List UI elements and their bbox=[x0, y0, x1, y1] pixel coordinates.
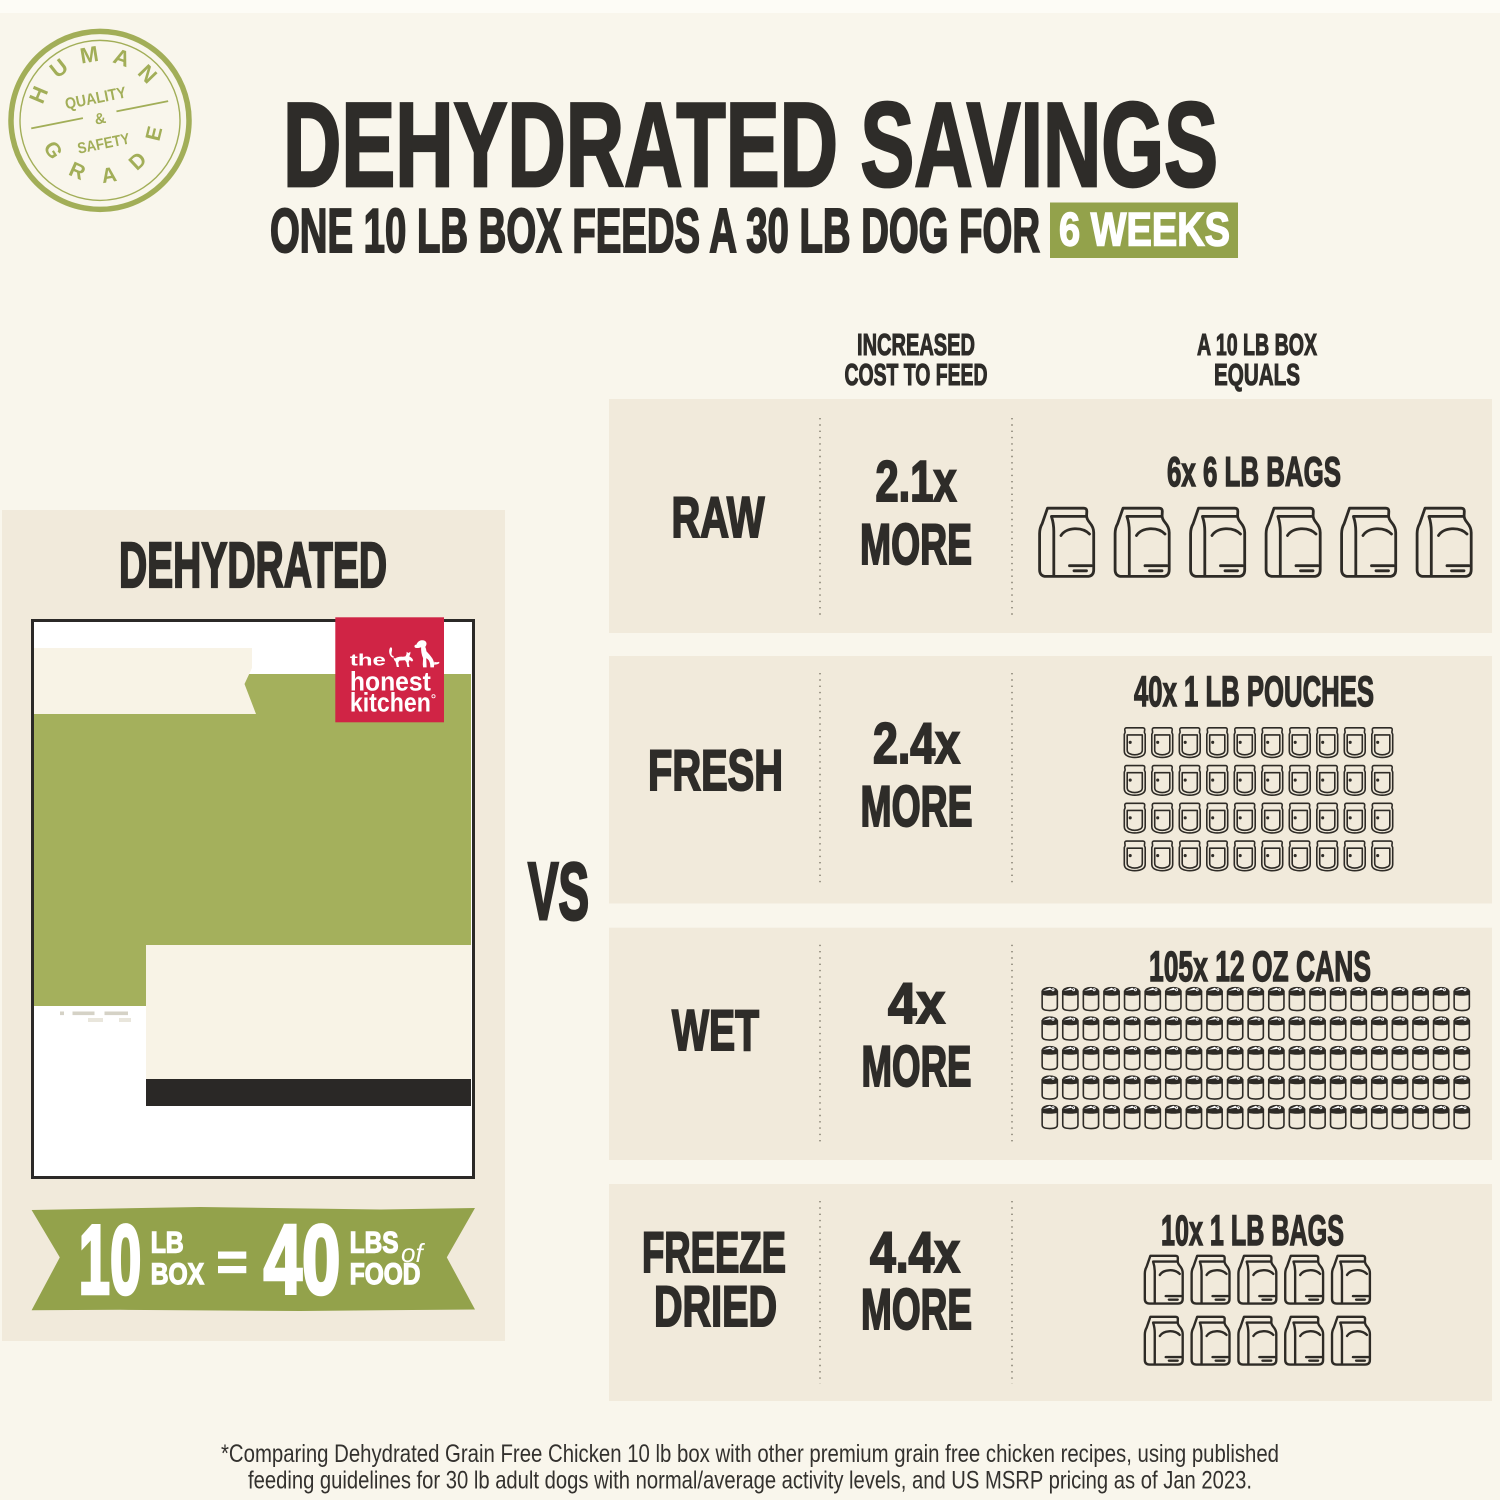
svg-text:FREEZE: FREEZE bbox=[642, 1221, 786, 1285]
svg-text:4.4x: 4.4x bbox=[870, 1221, 960, 1285]
svg-text:MORE: MORE bbox=[860, 513, 972, 577]
svg-text:40x 1 LB POUCHES: 40x 1 LB POUCHES bbox=[1134, 668, 1374, 716]
svg-text:WET: WET bbox=[672, 999, 759, 1063]
svg-text:E: E bbox=[142, 124, 168, 143]
svg-text:10x 1 LB BAGS: 10x 1 LB BAGS bbox=[1161, 1207, 1344, 1255]
svg-text:6 WEEKS: 6 WEEKS bbox=[1059, 204, 1230, 257]
svg-text:MORE: MORE bbox=[861, 1278, 972, 1342]
svg-text:MORE: MORE bbox=[861, 775, 973, 839]
svg-text:BOX: BOX bbox=[151, 1258, 204, 1291]
svg-text:EQUALS: EQUALS bbox=[1214, 358, 1300, 392]
svg-text:LBS: LBS bbox=[350, 1227, 399, 1260]
svg-text:feeding guidelines for 30 lb a: feeding guidelines for 30 lb adult dogs … bbox=[248, 1467, 1252, 1495]
svg-text:DEHYDRATED SAVINGS: DEHYDRATED SAVINGS bbox=[283, 78, 1218, 212]
svg-text:M: M bbox=[78, 41, 100, 69]
svg-text:2.1x: 2.1x bbox=[876, 450, 957, 514]
svg-text:of: of bbox=[401, 1238, 425, 1268]
svg-text:A 10 LB BOX: A 10 LB BOX bbox=[1197, 328, 1317, 362]
svg-text:MORE: MORE bbox=[862, 1035, 972, 1099]
svg-text:*Comparing Dehydrated Grain Fr: *Comparing Dehydrated Grain Free Chicken… bbox=[221, 1440, 1279, 1468]
svg-text:2.4x: 2.4x bbox=[873, 712, 960, 776]
svg-text:10: 10 bbox=[79, 1204, 142, 1314]
svg-text:RAW: RAW bbox=[672, 486, 765, 550]
svg-text:COST TO FEED: COST TO FEED bbox=[845, 358, 988, 392]
svg-text:FOOD: FOOD bbox=[350, 1258, 421, 1291]
svg-text:LB: LB bbox=[151, 1227, 184, 1260]
svg-text:kitchen: kitchen bbox=[350, 688, 431, 718]
svg-text:6x 6 LB BAGS: 6x 6 LB BAGS bbox=[1167, 448, 1341, 495]
svg-text:4x: 4x bbox=[888, 972, 945, 1036]
svg-text:FRESH: FRESH bbox=[648, 739, 783, 803]
svg-text:honest: honest bbox=[350, 667, 431, 697]
svg-text:40: 40 bbox=[264, 1204, 341, 1314]
svg-text:A: A bbox=[110, 43, 133, 72]
svg-text:DEHYDRATED: DEHYDRATED bbox=[119, 529, 387, 601]
svg-text:VS: VS bbox=[528, 847, 589, 937]
svg-text:&: & bbox=[93, 110, 107, 129]
svg-text:DRIED: DRIED bbox=[654, 1275, 777, 1339]
svg-text:105x 12 OZ CANS: 105x 12 OZ CANS bbox=[1149, 943, 1371, 991]
svg-text:A: A bbox=[100, 163, 119, 188]
svg-text:ONE 10 LB BOX FEEDS A 30 LB DO: ONE 10 LB BOX FEEDS A 30 LB DOG FOR bbox=[270, 197, 1040, 266]
svg-text:the: the bbox=[350, 652, 386, 670]
svg-text:INCREASED: INCREASED bbox=[857, 328, 975, 362]
